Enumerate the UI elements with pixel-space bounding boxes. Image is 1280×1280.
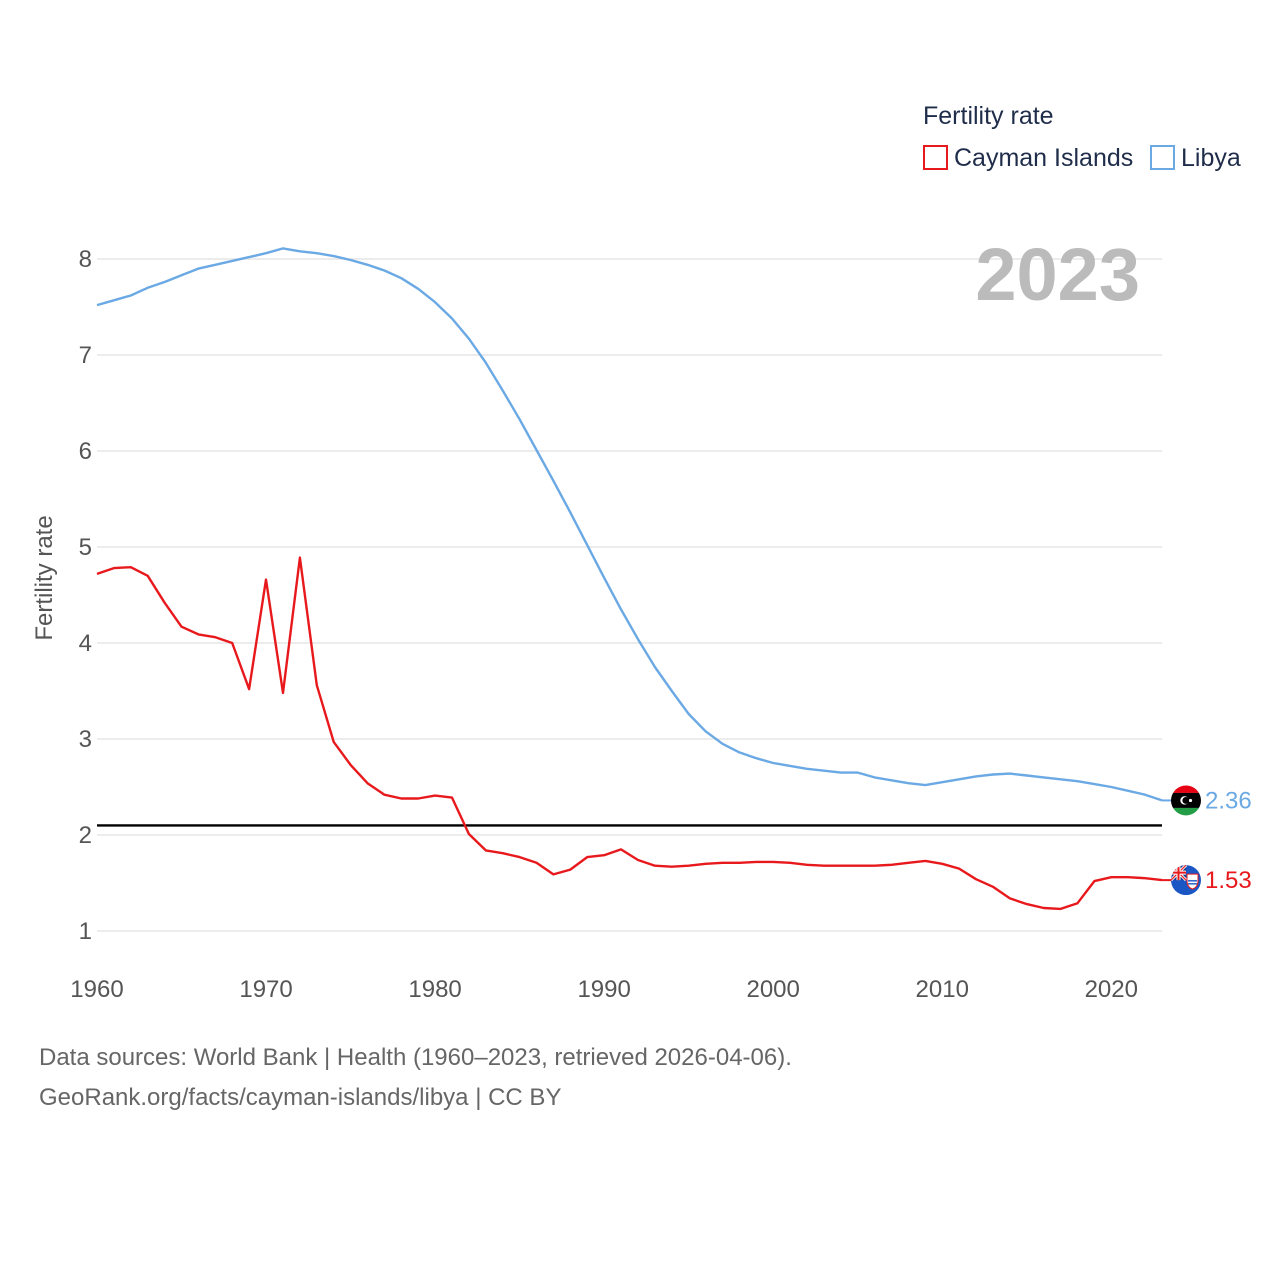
cayman-islands-flag-icon bbox=[1171, 865, 1201, 896]
y-tick-label-8: 8 bbox=[79, 246, 92, 273]
x-tick-label-2020: 2020 bbox=[1085, 976, 1138, 1003]
x-tick-label-1960: 1960 bbox=[70, 976, 123, 1003]
x-axis-ticks: 1960 1970 1980 1990 2000 2010 2020 bbox=[70, 976, 1138, 1003]
y-tick-label-1: 1 bbox=[79, 918, 92, 945]
y-tick-label-7: 7 bbox=[79, 342, 92, 369]
y-tick-label-5: 5 bbox=[79, 534, 92, 561]
legend-swatch-cayman-islands bbox=[923, 145, 948, 170]
legend-swatch-libya bbox=[1150, 145, 1175, 170]
chart-canvas: 1 2 3 4 5 6 7 8 1960 1970 1980 1990 2000 2010 2020 Fe… bbox=[31, 102, 1252, 1003]
legend-title: Fertility rate bbox=[923, 102, 1054, 130]
end-markers: 1.53 2.36 bbox=[1162, 785, 1252, 896]
x-tick-label-2000: 2000 bbox=[746, 976, 799, 1003]
footer-credit: GeoRank.org/facts/cayman-islands/libya |… bbox=[39, 1084, 562, 1111]
libya-flag-icon bbox=[1171, 785, 1201, 816]
grid bbox=[97, 258, 1162, 932]
y-tick-label-6: 6 bbox=[79, 438, 92, 465]
legend-label-cayman-islands: Cayman Islands bbox=[954, 144, 1133, 172]
end-value-label-cayman-islands: 1.53 bbox=[1205, 867, 1252, 894]
series-layer bbox=[96, 247, 1163, 911]
footer-sources: Data sources: World Bank | Health (1960–… bbox=[39, 1044, 792, 1071]
y-axis-ticks: 1 2 3 4 5 6 7 8 bbox=[79, 246, 92, 945]
y-tick-label-4: 4 bbox=[79, 630, 92, 657]
x-tick-label-1990: 1990 bbox=[577, 976, 630, 1003]
legend-item-cayman-islands[interactable]: Cayman Islands bbox=[923, 144, 1133, 172]
y-tick-label-3: 3 bbox=[79, 726, 92, 753]
end-value-label-libya: 2.36 bbox=[1205, 787, 1252, 814]
y-tick-label-2: 2 bbox=[79, 822, 92, 849]
legend-label-libya: Libya bbox=[1181, 144, 1241, 172]
series-line-cayman-islands bbox=[96, 556, 1163, 911]
x-tick-label-1970: 1970 bbox=[239, 976, 292, 1003]
current-year-label: 2023 bbox=[975, 233, 1140, 316]
series-line-libya bbox=[96, 247, 1163, 802]
legend: Fertility rate Cayman Islands Libya bbox=[923, 102, 1241, 172]
x-tick-label-2010: 2010 bbox=[916, 976, 969, 1003]
x-tick-label-1980: 1980 bbox=[408, 976, 461, 1003]
legend-item-libya[interactable]: Libya bbox=[1150, 144, 1241, 172]
y-axis-label: Fertility rate bbox=[31, 515, 58, 640]
